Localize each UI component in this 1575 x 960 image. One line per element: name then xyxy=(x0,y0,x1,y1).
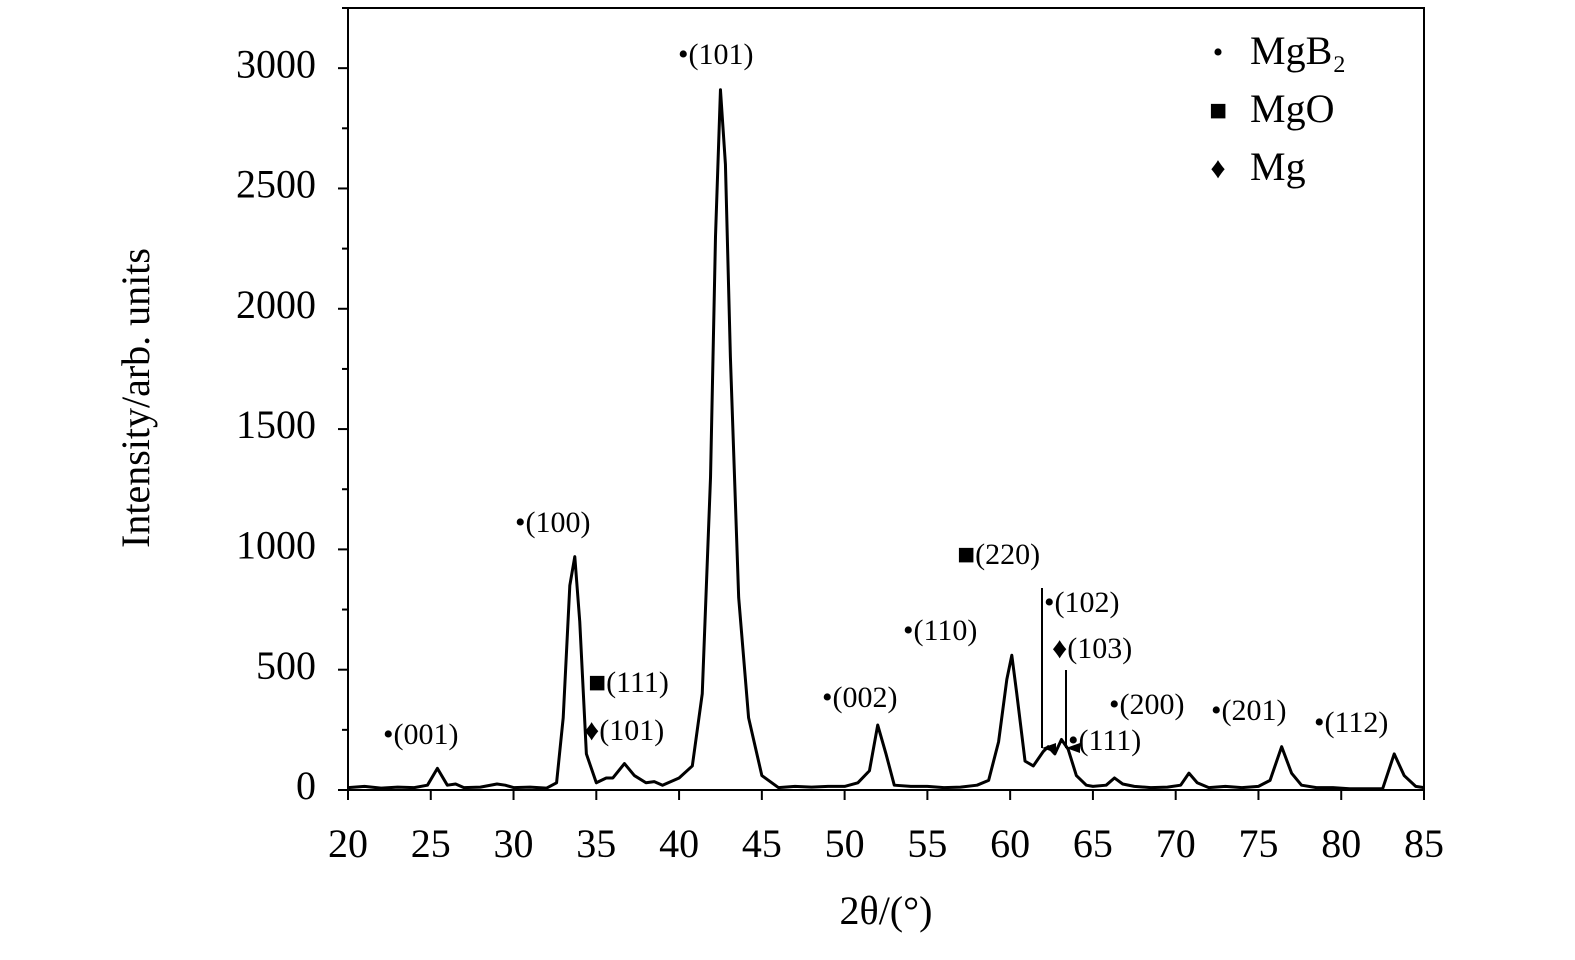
peak-annotation: •(112) xyxy=(1314,706,1388,739)
x-tick-label: 55 xyxy=(907,821,947,866)
y-tick-label: 3000 xyxy=(236,41,316,86)
y-tick-label: 0 xyxy=(296,763,316,808)
peak-annotation: •(102) xyxy=(1044,586,1119,619)
x-tick-label: 40 xyxy=(659,821,699,866)
y-tick-label: 500 xyxy=(256,643,316,688)
legend-label: Mg xyxy=(1250,144,1306,189)
x-tick-label: 25 xyxy=(411,821,451,866)
peak-annotation: •(101) xyxy=(678,38,753,71)
peak-annotation: •(002) xyxy=(822,681,897,714)
peak-annotation: ■(111) xyxy=(588,666,669,699)
plot-frame xyxy=(347,7,1425,791)
legend-symbol: • xyxy=(1213,36,1224,69)
y-tick-label: 2000 xyxy=(236,282,316,327)
peak-annotation: ♦(103) xyxy=(1052,632,1132,665)
legend-label: MgO xyxy=(1250,86,1334,131)
x-tick-label: 85 xyxy=(1404,821,1444,866)
x-tick-label: 80 xyxy=(1321,821,1361,866)
x-tick-label: 30 xyxy=(494,821,534,866)
y-tick-label: 1500 xyxy=(236,402,316,447)
peak-annotation: •(001) xyxy=(383,718,458,751)
x-tick-label: 60 xyxy=(990,821,1030,866)
peak-annotation: •(100) xyxy=(515,506,590,539)
legend-symbol: ■ xyxy=(1209,94,1227,127)
legend-symbol: ♦ xyxy=(1210,152,1225,185)
peak-annotation: ■(220) xyxy=(957,538,1040,571)
data-line xyxy=(347,88,1425,791)
y-axis-label: Intensity/arb. units xyxy=(113,248,158,548)
peak-annotation: •(200) xyxy=(1109,688,1184,721)
x-tick-label: 35 xyxy=(576,821,616,866)
y-tick-label: 2500 xyxy=(236,162,316,207)
peak-annotation: ♦(101) xyxy=(584,714,664,747)
x-tick-label: 50 xyxy=(825,821,865,866)
peak-annotation: •(110) xyxy=(903,614,977,647)
y-tick-label: 1000 xyxy=(236,523,316,568)
x-tick-label: 20 xyxy=(328,821,368,866)
x-tick-label: 75 xyxy=(1238,821,1278,866)
x-axis-label: 2θ/(°) xyxy=(840,888,933,933)
x-tick-label: 70 xyxy=(1156,821,1196,866)
x-tick-label: 45 xyxy=(742,821,782,866)
x-tick-label: 65 xyxy=(1073,821,1113,866)
legend-label: MgB₂ xyxy=(1250,28,1346,73)
peak-annotation: •(201) xyxy=(1211,694,1286,727)
peak-annotation: •(111) xyxy=(1068,724,1141,757)
